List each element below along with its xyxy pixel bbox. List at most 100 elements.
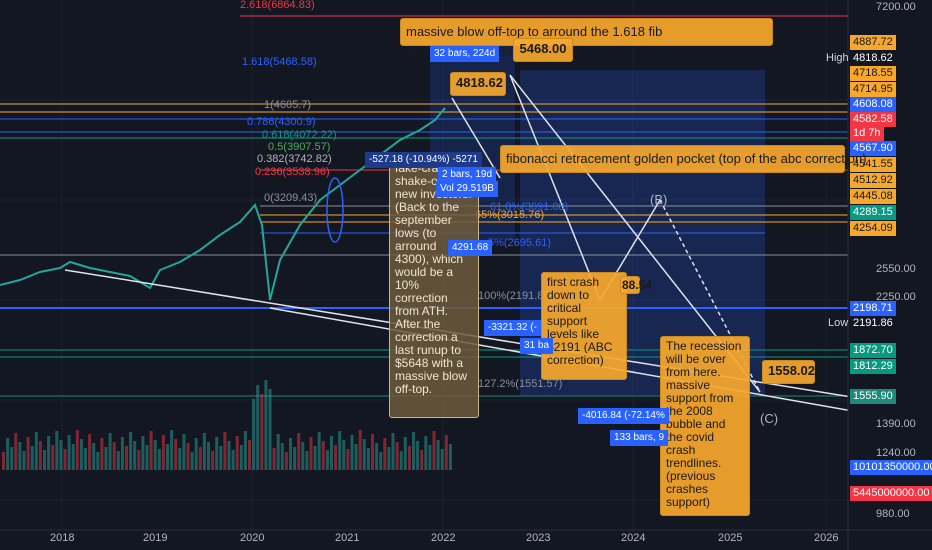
volume-bar: [371, 434, 374, 470]
volume-bar: [153, 440, 157, 470]
price-label: 7200.00: [876, 1, 916, 13]
volume-bar: [354, 444, 358, 470]
retracement-level: 127.2%(1551.57): [478, 378, 563, 390]
wave-label: (C): [760, 411, 779, 426]
annotation: fake-crash to shake-out new investors. (…: [389, 158, 479, 418]
volume-bar: [412, 432, 415, 470]
volume-bar: [358, 430, 362, 470]
volume-bar: [198, 447, 202, 470]
annotation: The recession will be over from here. ma…: [660, 336, 750, 516]
volume-bar: [227, 441, 231, 470]
volume-bar: [436, 440, 440, 470]
retracement-level: 61.8%(3091.08): [490, 201, 569, 213]
volume-bar: [362, 439, 366, 470]
volume-bar: [14, 433, 18, 470]
volume-bar: [334, 445, 338, 470]
volume-bar: [34, 432, 38, 470]
price-path: [0, 107, 446, 301]
volume-bar: [18, 442, 22, 470]
volume-bar: [297, 433, 301, 470]
price-tag: 4608.08: [850, 97, 896, 112]
measurement: Vol 29.519B: [436, 181, 498, 197]
price-label: 2250.00: [876, 291, 916, 303]
price-tag: 4254.09: [850, 221, 896, 236]
volume-bar: [395, 442, 399, 470]
fib-level: 0(3209.43): [264, 192, 318, 204]
volume-bar: [30, 446, 34, 470]
retracement-level: 65%(3015.76): [475, 209, 545, 221]
volume-bar: [178, 448, 182, 470]
price-tag: 4445.08: [850, 189, 896, 204]
volume-bar: [407, 446, 411, 470]
volume-bar: [67, 435, 71, 470]
fib-level: 0.236(3538.96): [255, 166, 330, 178]
volume-bar: [161, 435, 165, 470]
volume-bar: [120, 437, 124, 470]
price-label: 2550.00: [876, 263, 916, 275]
volume-bar: [149, 431, 153, 470]
annotation: massive blow off-top to arround the 1.61…: [400, 18, 773, 59]
volume-bar: [231, 450, 235, 470]
price-tag: 1d 7h: [850, 126, 884, 141]
volume-bar: [243, 431, 247, 470]
price-label: 1390.00: [876, 418, 916, 430]
volume-bar: [59, 440, 63, 470]
volume-bar: [215, 437, 219, 470]
volume-bar: [239, 445, 243, 470]
volume-bar: [186, 443, 190, 470]
measurement: -3321.32 (-: [484, 320, 541, 336]
measurement: 2 bars, 19d: [438, 167, 497, 183]
volume-bar: [440, 449, 444, 470]
fib-level: 1(4605.7): [264, 99, 312, 111]
annotation: 1558.02: [762, 360, 815, 384]
measurement: -527.18 (-10.94%) -5271: [365, 152, 482, 168]
annotation: first crash down to critical support lev…: [541, 272, 627, 380]
volume-bar: [207, 442, 210, 470]
price-tag: 2191.86: [850, 316, 896, 331]
volume-bar: [313, 446, 317, 470]
volume-bar: [84, 448, 87, 470]
volume-bar: [272, 448, 276, 470]
volume-bar: [235, 436, 239, 470]
price-tag: 2198.71: [850, 301, 896, 316]
volume-bar: [260, 394, 264, 470]
volume-bar: [284, 452, 288, 470]
volume-bar: [6, 438, 10, 470]
volume-bar: [190, 452, 194, 470]
volume-bar: [145, 445, 149, 470]
volume-bar: [202, 433, 206, 470]
time-label: 2022: [431, 532, 456, 544]
volume-bar: [448, 444, 452, 470]
volume-bar: [170, 430, 174, 470]
time-label: 2024: [621, 532, 646, 544]
price-tag: 1872.70: [850, 343, 896, 358]
volume-bar: [432, 431, 436, 470]
price-tag: 10101350000.00: [850, 460, 932, 475]
time-label: 2021: [335, 532, 360, 544]
fib-level: 0.382(3742.82): [257, 153, 332, 165]
price-tag: 1812.29: [850, 359, 896, 374]
volume-bar: [137, 450, 141, 470]
volume-bar: [338, 431, 342, 470]
time-label: 2025: [718, 532, 743, 544]
measurement: -4016.84 (-72.14%: [578, 408, 669, 424]
volume-bar: [366, 448, 370, 470]
time-label: 2020: [240, 532, 265, 544]
volume-bar: [416, 441, 420, 470]
volume-bars: [2, 380, 452, 470]
volume-bar: [104, 447, 108, 470]
volume-bar: [47, 436, 51, 470]
volume-bar: [166, 444, 169, 470]
volume-bar: [51, 445, 55, 470]
volume-bar: [387, 447, 391, 470]
measurement: 4291.68: [448, 240, 493, 256]
volume-bar: [38, 441, 42, 470]
volume-bar: [301, 442, 305, 470]
volume-bar: [342, 440, 346, 470]
price-label: 980.00: [876, 508, 910, 520]
volume-bar: [264, 380, 268, 470]
volume-bar: [116, 451, 120, 470]
volume-bar: [133, 441, 137, 470]
volume-bar: [305, 451, 309, 470]
